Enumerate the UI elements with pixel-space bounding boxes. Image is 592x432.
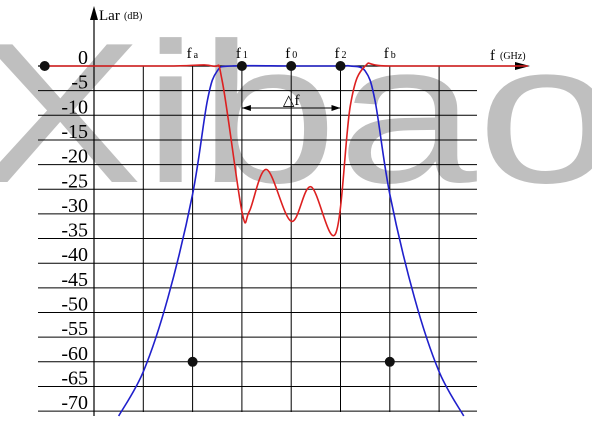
freq-label-f1: f [236,46,241,62]
y-tick-label: -55 [61,318,88,340]
freq-sub-f1: 1 [243,50,248,61]
bandwidth-arrow-right [331,105,341,111]
freq-sub-fb: b [391,50,396,61]
bandwidth-arrow-left [241,105,251,111]
bandwidth-label: △f [283,93,300,109]
y-tick-label: 0 [78,47,88,69]
freq-label-fa: f [187,46,192,62]
freq-sub-f2: 2 [342,50,347,61]
y-tick-label: -15 [61,121,88,143]
x-axis-unit: (GHz) [500,51,526,62]
y-tick-label: -20 [61,146,88,168]
y-axis-unit: (dB) [124,11,142,22]
y-tick-label: -30 [61,195,88,217]
y-tick-label: -35 [61,220,88,242]
grid [38,66,477,412]
marker-point [286,61,297,71]
y-tick-label: -45 [61,269,88,291]
freq-label-f0: f [285,46,290,62]
series-line-0 [117,64,465,417]
y-tick-label: -5 [71,72,88,94]
watermark: Xibao [0,2,592,225]
y-tick-label: -60 [61,343,88,365]
freq-label-fb: f [384,46,389,62]
markers [39,61,395,367]
labels: 0 -5-10 -15 -20-25 -30 -35-40 -45 -50-55 -60-65 -… [61,8,525,414]
marker-point [187,356,198,367]
marker-point [39,61,50,71]
y-tick-label: -25 [61,170,88,192]
y-tick-label: -70 [61,392,88,414]
y-axis-arrow [90,6,98,20]
x-axis-title: f [490,48,495,64]
marker-point [384,356,395,367]
watermark-text: Xibao [0,2,592,225]
freq-sub-f0: 0 [292,50,297,61]
y-axis-title: Lar [99,8,120,24]
y-tick-label: -65 [61,367,88,389]
marker-point [335,61,346,71]
y-tick-label: -10 [61,96,88,118]
freq-sub-fa: a [194,50,199,61]
y-tick-label: -40 [61,244,88,266]
y-tick-label: -50 [61,294,88,316]
freq-label-f2: f [335,46,340,62]
series-line-1 [44,62,528,237]
series [44,62,528,417]
marker-point [236,61,247,71]
